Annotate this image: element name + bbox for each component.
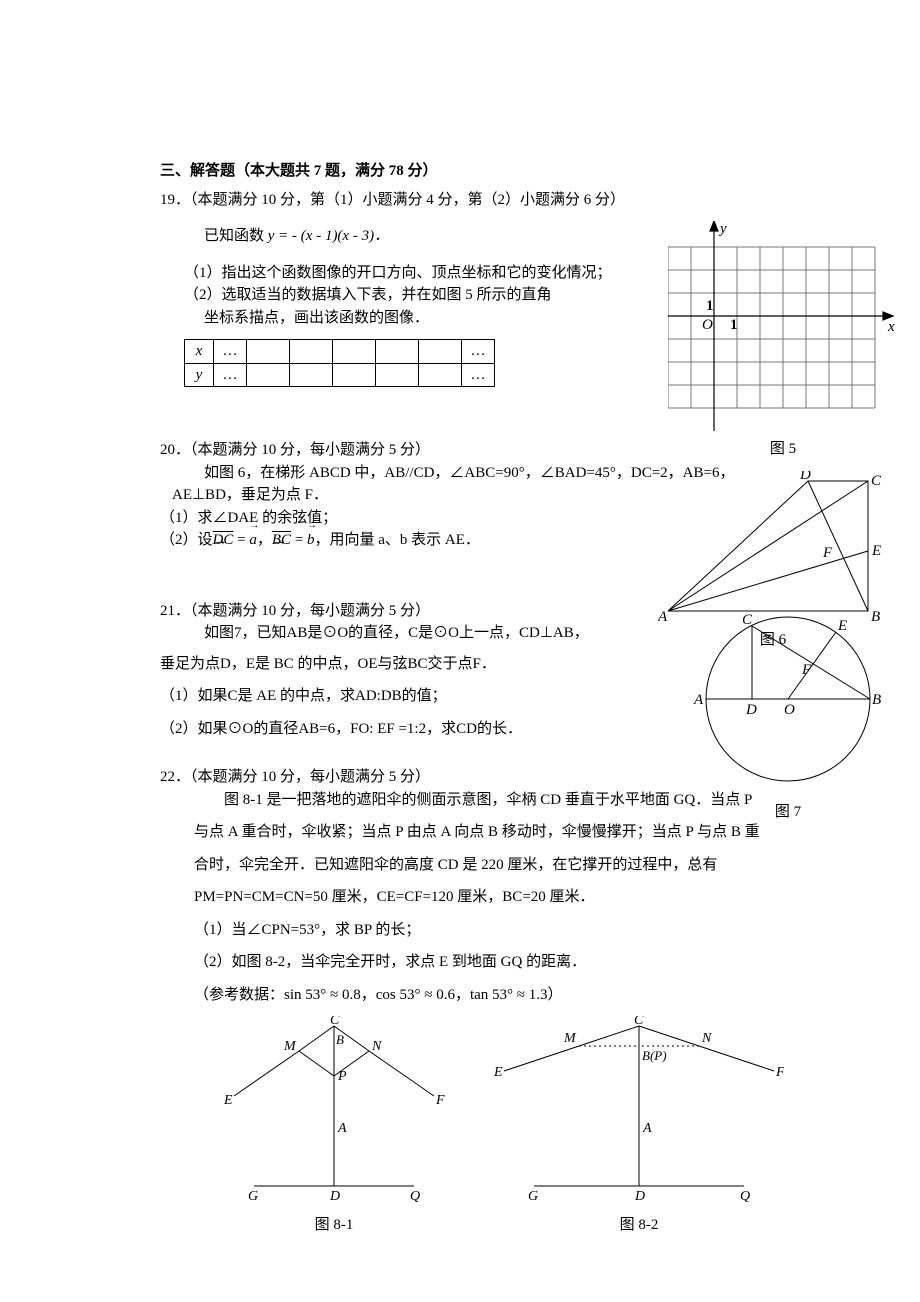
q19-line1: 19．（本题满分 10 分，第（1）小题满分 4 分，第（2）小题满分 6 分） [160,189,828,212]
svg-text:A: A [693,692,704,708]
xy-table: x … … y … … [184,339,495,387]
q21-body2: 垂足为点D，E是 BC 的中点，OE与弦BC交于点F． [160,653,620,676]
cell [419,340,462,364]
fig81-svg: C B M N E F P A G D Q [204,1016,464,1206]
q22-para2: 与点 A 重合时，伞收紧；当点 P 由点 A 向点 B 移动时，伞慢慢撑开；当点… [194,821,828,844]
question-22: 22．（本题满分 10 分，每小题满分 5 分） 图 8-1 是一把落地的遮阳伞… [160,766,828,1236]
svg-text:B(P): B(P) [642,1048,667,1063]
svg-text:E: E [494,1065,503,1080]
coord-grid-svg: y x O 1 1 [668,221,898,431]
table-row: x … … [185,340,495,364]
table-row: y … … [185,363,495,387]
svg-text:D: D [329,1189,340,1204]
svg-text:B: B [872,692,881,708]
figure-7-caption: 图 7 [688,801,888,824]
row1-header: x [185,340,214,364]
svg-text:C: C [871,473,882,489]
dots: … [214,340,247,364]
fig82-svg: C B(P) M N E F A G D Q [494,1016,784,1206]
svg-text:Q: Q [410,1189,420,1204]
axis-y-label: y [718,221,727,237]
svg-text:F: F [435,1093,445,1108]
svg-text:N: N [701,1031,712,1046]
svg-text:N: N [371,1039,382,1054]
svg-text:A: A [337,1121,347,1136]
cell [290,340,333,364]
svg-text:D: D [799,471,811,483]
svg-text:O: O [784,702,795,718]
cell [419,363,462,387]
figure-82-caption: 图 8-2 [494,1214,784,1237]
question-20: 20．（本题满分 10 分，每小题满分 5 分） 如图 6，在梯形 ABCD 中… [160,439,828,552]
q21-body1: 如图7，已知AB是⊙O的直径，C是⊙O上一点，CD⊥AB， [204,622,664,645]
svg-text:F: F [775,1065,784,1080]
q22-p1: （1）当∠CPN=53°，求 BP 的长； [194,919,828,942]
cell [333,363,376,387]
svg-text:C: C [634,1016,644,1028]
svg-text:E: E [871,543,881,559]
svg-text:M: M [283,1039,297,1054]
section-heading: 三、解答题（本大题共 7 题，满分 78 分） [160,160,828,183]
cell [247,363,290,387]
svg-text:A: A [642,1121,652,1136]
fig7-svg: A B C D E F O [688,604,888,794]
q22-para3: 合时，伞完全开．已知遮阳伞的高度 CD 是 220 厘米，在它撑开的过程中，总有 [194,854,828,877]
svg-text:D: D [745,702,757,718]
figure-8-2: C B(P) M N E F A G D Q 图 8-2 [494,1016,784,1236]
svg-text:F: F [801,662,812,678]
one-x: 1 [730,317,738,333]
dots: … [462,340,495,364]
page: 三、解答题（本大题共 7 题，满分 78 分） 19．（本题满分 10 分，第（… [0,0,920,1302]
q22-para1: 图 8-1 是一把落地的遮阳伞的侧面示意图，伞柄 CD 垂直于水平地面 GQ．当… [224,792,752,808]
svg-text:M: M [563,1031,577,1046]
axis-x-label: x [887,319,895,335]
svg-text:E: E [837,618,847,634]
svg-text:F: F [822,545,833,561]
row2-header: y [185,363,214,387]
fig6-svg: A B C D E F [658,471,888,621]
dots: … [214,363,247,387]
q19-part2a: （2）选取适当的数据填入下表，并在如图 5 所示的直角 [184,284,620,307]
q19-part1: （1）指出这个函数图像的开口方向、顶点坐标和它的变化情况； [184,262,620,285]
svg-text:Q: Q [740,1189,750,1204]
svg-text:E: E [223,1093,233,1108]
figure-7: A B C D E F O 图 7 [688,604,888,824]
cell [290,363,333,387]
cell [333,340,376,364]
dots: … [462,363,495,387]
svg-text:B: B [336,1032,344,1047]
svg-text:G: G [248,1189,258,1204]
one-y: 1 [706,298,714,314]
cell [376,340,419,364]
q22-ref: （参考数据：sin 53° ≈ 0.8，cos 53° ≈ 0.6，tan 53… [194,984,828,1007]
q22-para4: PM=PN=CM=CN=50 厘米，CE=CF=120 厘米，BC=20 厘米． [194,889,595,905]
svg-text:C: C [742,612,753,628]
svg-text:G: G [528,1189,538,1204]
q19-part2b: 坐标系描点，画出该函数的图像． [204,307,620,330]
cell [247,340,290,364]
question-19: 19．（本题满分 10 分，第（1）小题满分 4 分，第（2）小题满分 6 分）… [160,189,828,388]
figure-8-1: C B M N E F P A G D Q 图 8-1 [204,1016,464,1236]
cell [376,363,419,387]
q19-func-intro: 已知函数 [204,228,268,244]
figure-81-caption: 图 8-1 [204,1214,464,1237]
svg-text:C: C [330,1016,340,1028]
svg-text:D: D [634,1189,645,1204]
q19-func-eq: y = - (x - 1)(x - 3)． [268,228,389,244]
figures-8-row: C B M N E F P A G D Q 图 8-1 [160,1016,828,1236]
q20-body1: 如图 6，在梯形 ABCD 中，AB//CD，∠ABC=90°，∠BAD=45°… [204,465,734,481]
svg-text:P: P [337,1069,347,1084]
question-21: 21．（本题满分 10 分，每小题满分 5 分） 如图7，已知AB是⊙O的直径，… [160,600,828,741]
origin-label: O [702,317,713,333]
q20-line1: 20．（本题满分 10 分，每小题满分 5 分） [160,439,828,462]
figure-5: y x O 1 1 图 5 [668,221,898,461]
q22-p2: （2）如图 8-2，当伞完全开时，求点 E 到地面 GQ 的距离． [194,951,828,974]
